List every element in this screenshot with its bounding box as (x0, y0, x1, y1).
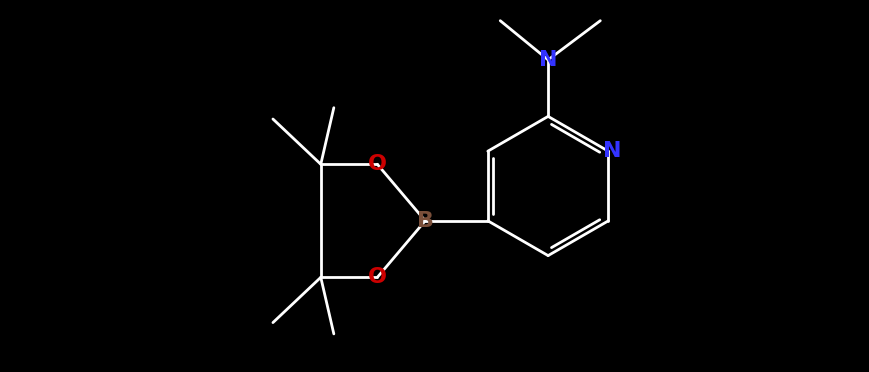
Text: B: B (416, 211, 433, 231)
Text: N: N (603, 141, 621, 161)
Text: O: O (368, 267, 387, 287)
Text: O: O (368, 154, 387, 174)
Text: N: N (538, 50, 557, 70)
